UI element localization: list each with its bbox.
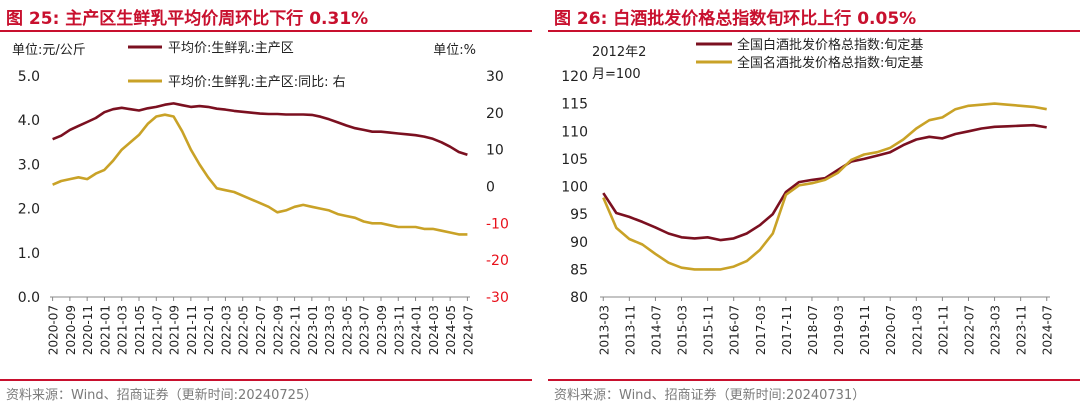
x-tick-label: 2021-11 bbox=[936, 305, 950, 355]
source-note: 资料来源：Wind、招商证券（更新时间:20240731） bbox=[554, 388, 866, 403]
x-tick-label: 2022-07 bbox=[962, 305, 976, 355]
title-divider bbox=[0, 30, 532, 32]
x-tick-label: 2019-03 bbox=[832, 305, 846, 355]
y-tick-label: 105 bbox=[561, 152, 588, 168]
x-tick-label: 2022-03 bbox=[219, 305, 233, 355]
x-tick-label: 2019-11 bbox=[858, 305, 872, 355]
y-left-tick-label: 5.0 bbox=[18, 69, 40, 85]
legend-label-1: 全国白酒批发价格总指数:旬定基 bbox=[737, 37, 923, 53]
y-tick-label: 120 bbox=[561, 69, 588, 85]
x-tick-label: 2013-11 bbox=[623, 305, 637, 355]
x-tick-label: 2021-07 bbox=[150, 305, 164, 355]
y-right-tick-label: -20 bbox=[486, 253, 509, 269]
x-tick-label: 2023-01 bbox=[306, 305, 320, 355]
x-tick-label: 2017-11 bbox=[780, 305, 794, 355]
y-right-tick-label: -10 bbox=[486, 216, 509, 232]
series-line-2 bbox=[52, 113, 468, 236]
y-tick-label: 100 bbox=[561, 180, 588, 196]
x-tick-label: 2023-05 bbox=[340, 305, 354, 355]
legend-label-2: 平均价:生鲜乳:主产区:同比: 右 bbox=[168, 75, 346, 90]
y-right-unit: 单位:% bbox=[433, 43, 476, 58]
x-tick-label: 2024-07 bbox=[461, 305, 475, 355]
x-tick-label: 2022-01 bbox=[202, 305, 216, 355]
chart-title: 图 26: 白酒批发价格总指数旬环比上行 0.05% bbox=[554, 9, 917, 29]
legend-label-1: 平均价:生鲜乳:主产区 bbox=[168, 41, 294, 56]
y-right-tick-label: -30 bbox=[486, 290, 509, 306]
y-tick-label: 85 bbox=[570, 262, 588, 278]
x-tick-label: 2018-07 bbox=[806, 305, 820, 355]
source-divider bbox=[548, 379, 1080, 381]
legend-label-2: 全国名酒批发价格总指数:旬定基 bbox=[737, 55, 923, 71]
y-left-tick-label: 3.0 bbox=[18, 157, 40, 173]
milk-price-chart: 单位:元/公斤 单位:% 0.0 1.0 2.0 3.0 4.0 5.0 -30 -20 -10 0 1… bbox=[12, 41, 509, 355]
x-tick-label: 2021-11 bbox=[185, 305, 199, 355]
source-note: 资料来源：Wind、招商证券（更新时间:20240725） bbox=[6, 388, 318, 403]
x-tick-label: 2013-03 bbox=[597, 305, 611, 355]
x-tick-label: 2023-09 bbox=[375, 305, 389, 355]
x-tick-label: 2022-11 bbox=[289, 305, 303, 355]
x-tick-label: 2014-07 bbox=[649, 305, 663, 355]
y-tick-label: 90 bbox=[570, 235, 588, 251]
series-line-1 bbox=[52, 102, 468, 156]
x-tick-label: 2017-03 bbox=[754, 305, 768, 355]
x-tick-label: 2020-11 bbox=[81, 305, 95, 355]
y-left-tick-label: 0.0 bbox=[18, 290, 40, 306]
x-tick-label: 2024-07 bbox=[1041, 305, 1055, 355]
source-divider bbox=[0, 379, 532, 381]
y-tick-label: 115 bbox=[561, 97, 588, 113]
x-tick-label: 2020-07 bbox=[884, 305, 898, 355]
liquor-index-chart: 2012年2 月=100 80 85 90 95 100 105 110 115 120 2013-0… bbox=[561, 37, 1055, 355]
x-tick-label: 2024-03 bbox=[427, 305, 441, 355]
x-tick-label: 2023-03 bbox=[989, 305, 1003, 355]
series-line-2 bbox=[602, 102, 1047, 271]
x-tick-label: 2021-05 bbox=[133, 305, 147, 355]
y-right-tick-label: 0 bbox=[486, 180, 495, 196]
y-right-tick-label: 20 bbox=[486, 106, 504, 122]
base-note: 月=100 bbox=[592, 67, 641, 82]
x-tick-label: 2023-03 bbox=[323, 305, 337, 355]
y-left-unit: 单位:元/公斤 bbox=[12, 43, 86, 58]
y-left-tick-label: 1.0 bbox=[18, 246, 40, 262]
base-note: 2012年2 bbox=[592, 45, 646, 60]
y-tick-label: 80 bbox=[570, 290, 588, 306]
x-tick-label: 2023-07 bbox=[358, 305, 372, 355]
y-right-tick-label: 10 bbox=[486, 143, 504, 159]
x-tick-label: 2020-09 bbox=[64, 305, 78, 355]
x-tick-label: 2021-01 bbox=[98, 305, 112, 355]
x-tick-label: 2021-03 bbox=[910, 305, 924, 355]
x-tick-label: 2020-07 bbox=[47, 305, 61, 355]
x-tick-label: 2015-11 bbox=[702, 305, 716, 355]
y-left-tick-label: 4.0 bbox=[18, 113, 40, 129]
chart-panel-liquor-index: 图 26: 白酒批发价格总指数旬环比上行 0.05% 2012年2 月=100 80… bbox=[548, 0, 1080, 411]
x-tick-label: 2016-07 bbox=[728, 305, 742, 355]
x-tick-label: 2024-01 bbox=[410, 305, 424, 355]
y-right-tick-label: 30 bbox=[486, 69, 504, 85]
x-tick-label: 2023-11 bbox=[392, 305, 406, 355]
chart-title: 图 25: 主产区生鲜乳平均价周环比下行 0.31% bbox=[6, 9, 369, 29]
y-tick-label: 110 bbox=[561, 124, 588, 140]
title-divider bbox=[548, 30, 1080, 32]
x-tick-label: 2022-09 bbox=[271, 305, 285, 355]
x-tick-label: 2023-11 bbox=[1015, 305, 1029, 355]
y-left-tick-label: 2.0 bbox=[18, 202, 40, 218]
series-line-1 bbox=[602, 123, 1047, 242]
x-tick-label: 2022-05 bbox=[237, 305, 251, 355]
x-tick-label: 2021-03 bbox=[116, 305, 130, 355]
x-tick-label: 2022-07 bbox=[254, 305, 268, 355]
chart-panel-milk-price: 图 25: 主产区生鲜乳平均价周环比下行 0.31% 单位:元/公斤 单位:% 0.… bbox=[0, 0, 532, 411]
x-tick-label: 2015-03 bbox=[676, 305, 690, 355]
x-tick-label: 2021-09 bbox=[168, 305, 182, 355]
y-tick-label: 95 bbox=[570, 207, 588, 223]
x-tick-label: 2024-05 bbox=[444, 305, 458, 355]
